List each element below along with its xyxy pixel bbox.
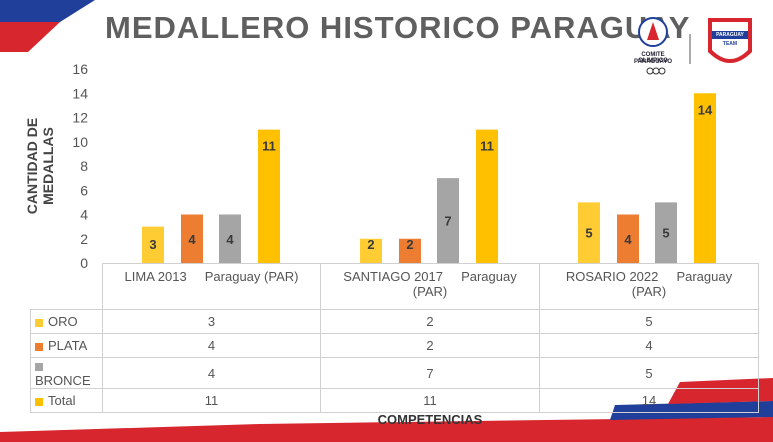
team-text-1: PARAGUAY [716, 32, 744, 38]
legend-plata: PLATA [30, 333, 103, 358]
table-cell: 2 [320, 309, 540, 334]
oro-swatch [35, 318, 43, 327]
legend-total: Total [30, 388, 103, 413]
y-tick-label: 14 [72, 85, 88, 101]
series-name-bronce: BRONCE [35, 373, 91, 388]
bottom-red-stripe [0, 417, 773, 442]
table-cell: 4 [102, 333, 321, 358]
olympic-ring-3 [658, 67, 666, 75]
legend-oro: ORO [30, 309, 103, 334]
bar-plata [617, 214, 639, 263]
bar-total [476, 129, 498, 263]
y-tick-label: 16 [72, 61, 88, 77]
y-tick-label: 12 [72, 110, 88, 126]
data-label-total: 11 [262, 139, 276, 154]
bar-bronce [655, 202, 677, 263]
bar-total [258, 129, 280, 263]
chart-title: MEDALLERO HISTORICO PARAGUAY [105, 10, 691, 45]
table-cell: 14 [539, 388, 759, 413]
table-cell: 7 [320, 357, 540, 389]
category-label-2-a: ROSARIO 2022 [565, 269, 659, 284]
category-label-1-b: Paraguay [461, 269, 517, 284]
table-cell: 5 [539, 309, 759, 334]
bar-bronce [219, 214, 241, 263]
top-left-red-stripe [0, 22, 60, 52]
category-header-2: ROSARIO 2022 Paraguay (PAR) [539, 263, 759, 310]
y-tick-label: 6 [80, 182, 88, 198]
data-table: LIMA 2013 Paraguay (PAR) SANTIAGO 2017 P… [30, 263, 759, 413]
olympic-rings-icon [646, 67, 654, 75]
table-cell: 2 [320, 333, 540, 358]
legend-bronce: BRONCE [30, 357, 103, 389]
olympic-ring-2 [652, 67, 660, 75]
y-tick-label: 8 [80, 158, 88, 174]
y-tick-label: 0 [80, 255, 88, 271]
bronce-swatch [35, 362, 43, 371]
bar-plata [181, 214, 203, 263]
category-header-1: SANTIAGO 2017 Paraguay (PAR) [320, 263, 540, 310]
bar-plata [399, 238, 421, 263]
bar-oro [360, 238, 382, 263]
table-header-row: LIMA 2013 Paraguay (PAR) SANTIAGO 2017 P… [30, 263, 759, 310]
table-row: PLATA 4 2 4 [30, 333, 759, 358]
data-label-oro: 3 [149, 237, 156, 252]
series-name-oro: ORO [48, 314, 78, 329]
x-axis-label: COMPETENCIAS [377, 412, 483, 427]
bar-bronce [437, 178, 459, 263]
category-label-1-a: SANTIAGO 2017 [343, 269, 443, 284]
data-label-plata: 2 [406, 237, 413, 252]
coi-text-1: COMITE OLIMPICO [638, 52, 668, 64]
bar-oro [578, 202, 600, 263]
bar-total [694, 93, 716, 263]
y-axis-label: CANTIDAD DE MEDALLAS [24, 117, 56, 215]
table-row: BRONCE 4 7 5 [30, 357, 759, 389]
plata-swatch [35, 342, 43, 351]
y-tick-label: 4 [80, 207, 88, 223]
data-label-total: 14 [698, 102, 713, 117]
bar-oro [142, 226, 164, 263]
category-label-2-c: (PAR) [631, 284, 667, 299]
top-left-blue-stripe [0, 0, 95, 22]
total-swatch [35, 397, 43, 406]
y-tick-label: 2 [80, 231, 88, 247]
shield-banner [712, 31, 748, 39]
sponsor-logos: COMITE OLIMPICO PARAGUAYO PARAGUAY TEAM [620, 14, 760, 78]
data-label-bronce: 5 [662, 226, 669, 241]
table-cell: 4 [102, 357, 321, 389]
coi-text-2: PARAGUAYO [633, 59, 672, 65]
data-label-bronce: 4 [226, 232, 234, 247]
category-label-1-c: (PAR) [412, 284, 448, 299]
data-label-total: 11 [480, 139, 494, 154]
table-corner [30, 263, 103, 310]
series-name-total: Total [48, 393, 76, 408]
table-cell: 5 [539, 357, 759, 389]
y-tick-label: 10 [72, 134, 88, 150]
table-cell: 3 [102, 309, 321, 334]
category-label-0-a: LIMA 2013 [124, 269, 187, 284]
category-label-2-b: Paraguay [676, 269, 733, 284]
series-name-plata: PLATA [48, 338, 88, 353]
data-label-plata: 4 [188, 232, 196, 247]
table-cell: 11 [102, 388, 321, 413]
category-label-0-b: Paraguay (PAR) [204, 269, 299, 284]
data-label-plata: 4 [624, 232, 632, 247]
category-header-0: LIMA 2013 Paraguay (PAR) [102, 263, 321, 310]
data-label-bronce: 7 [444, 214, 451, 229]
coi-flame-icon [647, 22, 659, 40]
logos-graphic [638, 17, 752, 75]
table-row: ORO 3 2 5 [30, 309, 759, 334]
data-label-oro: 2 [367, 237, 374, 252]
table-cell: 11 [320, 388, 540, 413]
data-label-oro: 5 [585, 226, 592, 241]
table-row: Total 11 11 14 [30, 388, 759, 413]
team-text-2: TEAM [722, 41, 738, 47]
table-cell: 4 [539, 333, 759, 358]
